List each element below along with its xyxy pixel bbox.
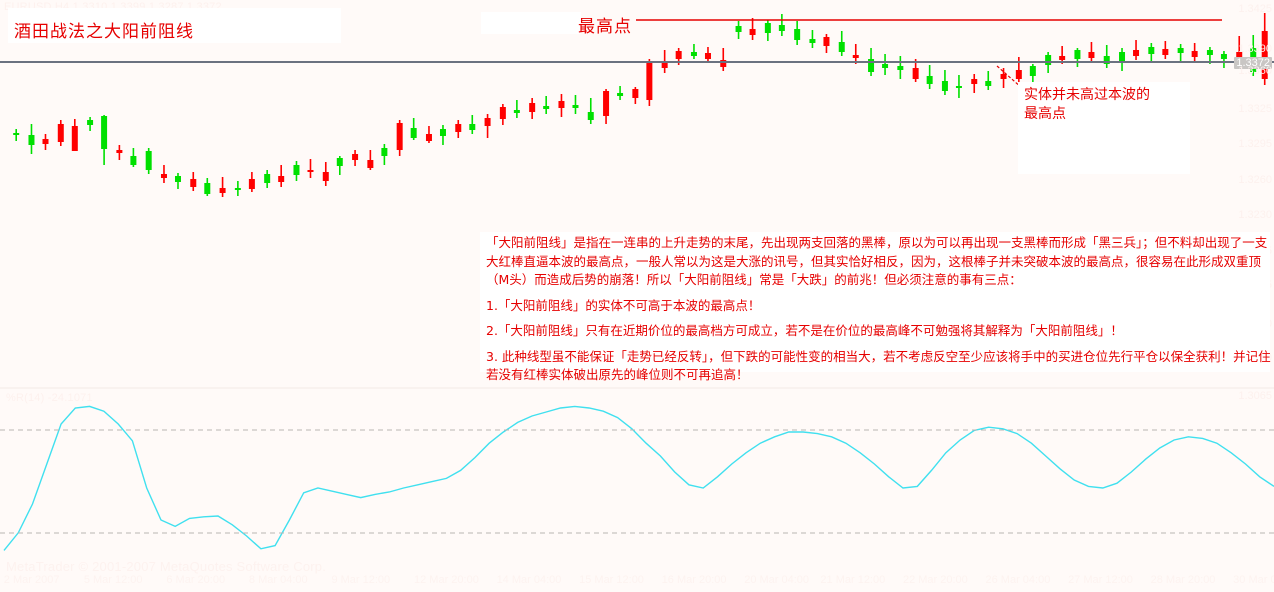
date-tick: 15 Mar 12:00 — [579, 574, 644, 586]
date-tick: 14 Mar 04:00 — [496, 574, 562, 586]
date-tick: 22 Mar 20:00 — [902, 574, 968, 586]
price-tick: 1.3325 — [1238, 103, 1272, 115]
metatrader-watermark: MetaTrader © 2001-2007 MetaQuotes Softwa… — [6, 559, 327, 574]
price-tick: 1.3065 — [1238, 390, 1272, 402]
price-tick: 1.3295 — [1238, 138, 1272, 150]
date-tick: 5 Mar 12:00 — [83, 574, 143, 586]
price-tick: 1.3425 — [1238, 3, 1272, 15]
date-tick: 27 Mar 12:00 — [1068, 574, 1133, 586]
indicator-label: %R(14) -24.1071 — [6, 392, 93, 404]
price-tick: 1.3260 — [1238, 174, 1272, 186]
price-tick: 1.3360 — [1238, 65, 1272, 77]
date-tick: 30 Mar 04:00 — [1233, 574, 1274, 586]
date-tick: 21 Mar 12:00 — [820, 574, 886, 586]
williams-r-line — [3, 405, 1274, 551]
title-backdrop — [8, 8, 341, 43]
note-backdrop — [1018, 82, 1190, 174]
price-tick: 1.3390 — [1238, 43, 1272, 55]
date-tick: 16 Mar 20:00 — [661, 574, 727, 586]
date-tick: 2 Mar 2007 — [3, 574, 60, 586]
date-tick: 20 Mar 04:00 — [744, 574, 810, 586]
explanation-point-2: 2.「大阳前阻线」只有在近期价位的最高档方可成立，若不是在价位的最高峰不可勉强将… — [486, 323, 1123, 338]
body-annotation-label: 实体并未高过本波的 最高点 — [1024, 87, 1150, 122]
note-leader-line — [996, 65, 1023, 89]
date-tick: 6 Mar 20:00 — [166, 574, 226, 586]
date-tick: 26 Mar 04:00 — [985, 574, 1051, 586]
explanation-backdrop — [480, 232, 1270, 372]
explanation-paragraph: 「大阳前阻线」是指在一连串的上升走势的末尾，先出现两支回落的黑棒，原以为可以再出… — [486, 235, 1268, 287]
date-axis[interactable]: 2 Mar 2007 5 Mar 12:00 6 Mar 20:00 8 Mar 04… — [0, 574, 1274, 592]
explanation-panel: 「大阳前阻线」是指在一连串的上升走势的末尾，先出现两支回落的黑棒，原以为可以再出… — [486, 234, 1274, 392]
peak-annotation-label: 最高点 — [578, 17, 632, 37]
date-tick: 28 Mar 20:00 — [1150, 574, 1216, 586]
page-title: 酒田战法之大阳前阻线 — [14, 22, 194, 42]
date-tick: 9 Mar 12:00 — [331, 574, 391, 586]
price-tick: 1.3372 — [1234, 57, 1272, 69]
top-mask-backdrop — [481, 12, 581, 34]
explanation-point-1: 1.「大阳前阻线」的实体不可高于本波的最高点！ — [486, 297, 761, 313]
candlestick-series — [13, 13, 1268, 197]
date-tick: 8 Mar 04:00 — [248, 574, 308, 586]
explanation-point-3: 3. 此种线型虽不能保证「走势已经反转」，但下跌的可能性变的相当大，若不考虑反空… — [486, 348, 1271, 383]
date-tick: 12 Mar 20:00 — [414, 574, 479, 586]
price-tick: 1.3230 — [1238, 209, 1272, 221]
